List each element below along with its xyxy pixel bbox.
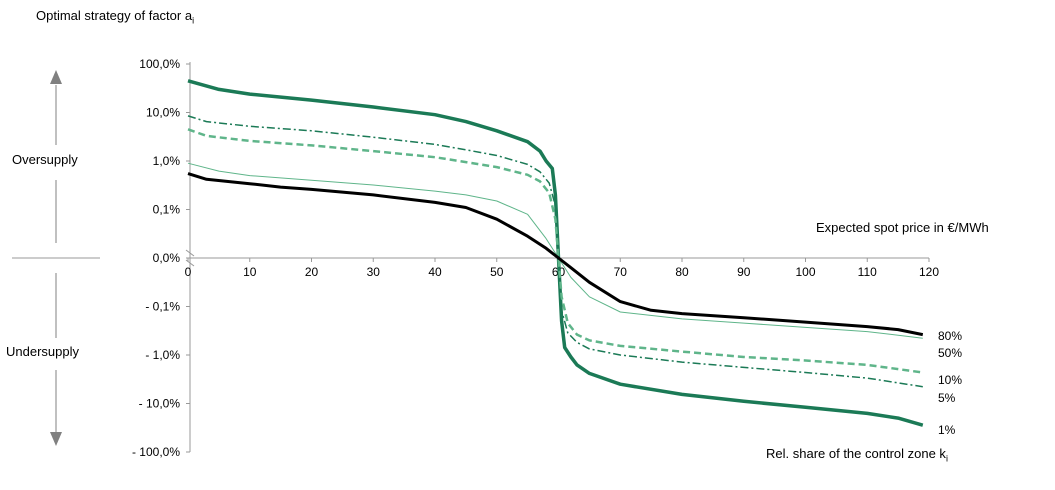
x-tick-label: 30 — [367, 265, 381, 279]
oversupply-label: Oversupply — [12, 152, 78, 167]
y-tick-label: 10,0% — [146, 106, 180, 120]
undersupply-label: Undersupply — [6, 344, 79, 359]
y-tick-label: - 0,1% — [145, 300, 180, 314]
series-line-80pct — [187, 172, 924, 337]
x-axis-title: Expected spot price in €/MWh — [816, 220, 989, 235]
y-tick-label: 100,0% — [139, 57, 180, 71]
x-tick-label: 90 — [737, 265, 751, 279]
x-tick-label: 10 — [243, 265, 257, 279]
x-tick-label: 80 — [675, 265, 689, 279]
series-line-10pct — [187, 128, 923, 374]
chart-title: Optimal strategy of factor ai — [36, 8, 194, 26]
x-tick-label: 40 — [428, 265, 442, 279]
y-tick-label: - 1,0% — [145, 348, 180, 362]
y-tick-label: - 100,0% — [132, 445, 180, 459]
chart-decorations — [12, 70, 100, 446]
x-tick-label: 120 — [919, 265, 939, 279]
series-labels: 1% 5% 10% 50% 80% — [938, 329, 962, 437]
series-line-5pct — [187, 115, 923, 388]
chart-title-subscript: i — [192, 15, 195, 26]
axis-break-mark — [185, 249, 195, 257]
y-tick-label: 0,0% — [153, 251, 181, 265]
x-tick-label: 110 — [858, 265, 877, 279]
x-tick-label: 50 — [490, 265, 504, 279]
y-tick-label: 0,1% — [153, 203, 181, 217]
axis-break-mark — [185, 259, 195, 267]
series-lines — [187, 79, 924, 427]
x-tick-label: 70 — [614, 265, 628, 279]
zone-label-text: Rel. share of the control zone k — [766, 446, 946, 461]
y-tick-label: 1,0% — [153, 154, 181, 168]
axes: 100,0% 10,0% 1,0% 0,1% 0,0% - 0,1% - 1,0% - 10,… — [132, 57, 939, 459]
x-tick-label: 0 — [185, 265, 192, 279]
series-label-10pct: 10% — [938, 373, 962, 387]
series-label-50pct: 50% — [938, 346, 962, 360]
series-label-80pct: 80% — [938, 329, 962, 343]
zone-label: Rel. share of the control zone ki — [766, 446, 948, 464]
chart-title-text: Optimal strategy of factor a — [36, 8, 193, 23]
up-arrow-icon — [50, 70, 62, 84]
x-tick-label: 20 — [305, 265, 319, 279]
y-tick-label: - 10,0% — [139, 397, 181, 411]
down-arrow-icon — [50, 432, 62, 446]
x-tick-label: 100 — [795, 265, 815, 279]
zone-label-subscript: i — [945, 453, 948, 464]
series-line-50pct — [187, 162, 923, 339]
series-label-1pct: 1% — [938, 423, 956, 437]
series-label-5pct: 5% — [938, 391, 956, 405]
